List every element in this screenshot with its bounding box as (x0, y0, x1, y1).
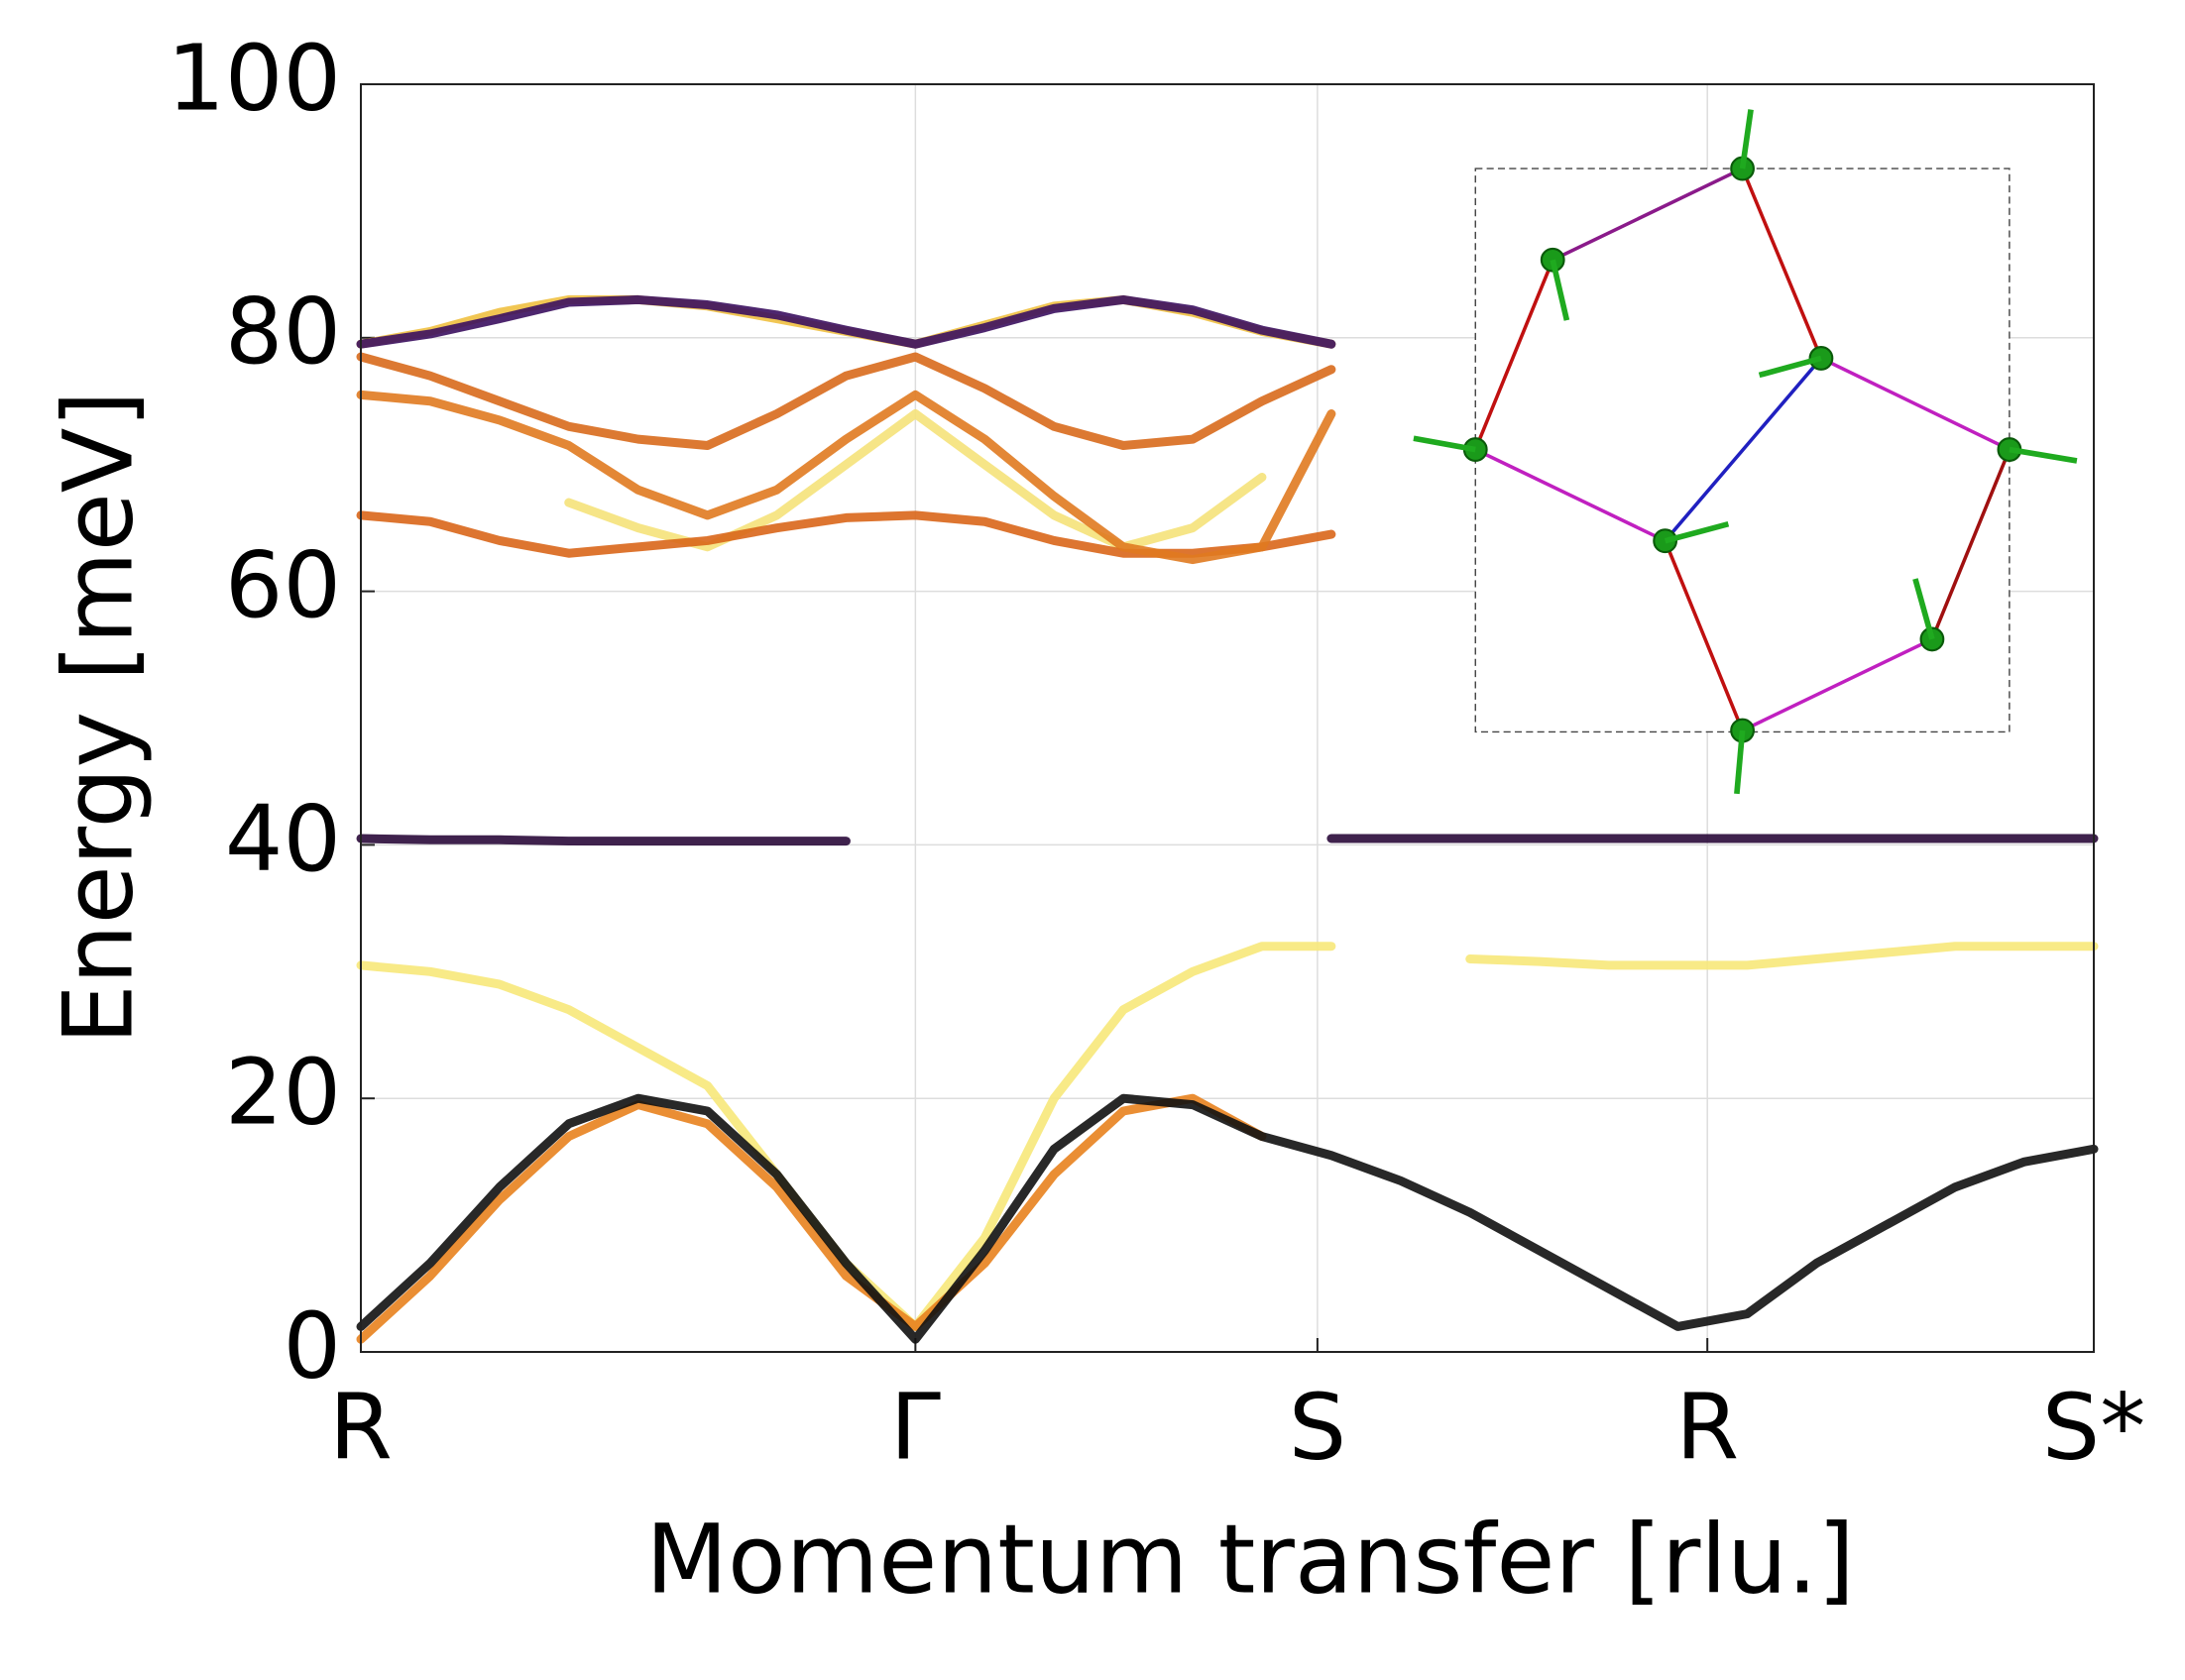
x-tick-label: R (329, 1374, 393, 1480)
y-tick-label: 100 (167, 25, 341, 131)
y-tick-label: 40 (225, 786, 341, 892)
y-tick-label: 60 (225, 532, 341, 638)
x-tick-label: S (1289, 1374, 1346, 1480)
displacement-arrows (1413, 109, 2078, 795)
x-axis-label: Momentum transfer [rlu.] (645, 1504, 1855, 1615)
y-tick-label: 20 (225, 1040, 341, 1146)
x-tick-label: R (1675, 1374, 1739, 1480)
y-tick-label: 0 (283, 1292, 341, 1399)
y-tick-label: 80 (225, 279, 341, 385)
plot-frame (360, 83, 2095, 1353)
plot-lines (356, 294, 2099, 1344)
branch-line (356, 390, 1336, 565)
branch-line (356, 352, 1336, 451)
y-axis-label: Energy [meV] (43, 391, 154, 1045)
bonds (1473, 167, 2012, 732)
structure-inset (1413, 109, 2078, 795)
branch-line (356, 1093, 1267, 1344)
x-tick-label: Γ (890, 1374, 941, 1480)
branch-line (356, 1093, 2099, 1344)
branch-line (356, 942, 2099, 1331)
branch-line (356, 834, 2099, 846)
x-tick-label: S* (2042, 1374, 2145, 1480)
branch-line (356, 294, 1336, 349)
